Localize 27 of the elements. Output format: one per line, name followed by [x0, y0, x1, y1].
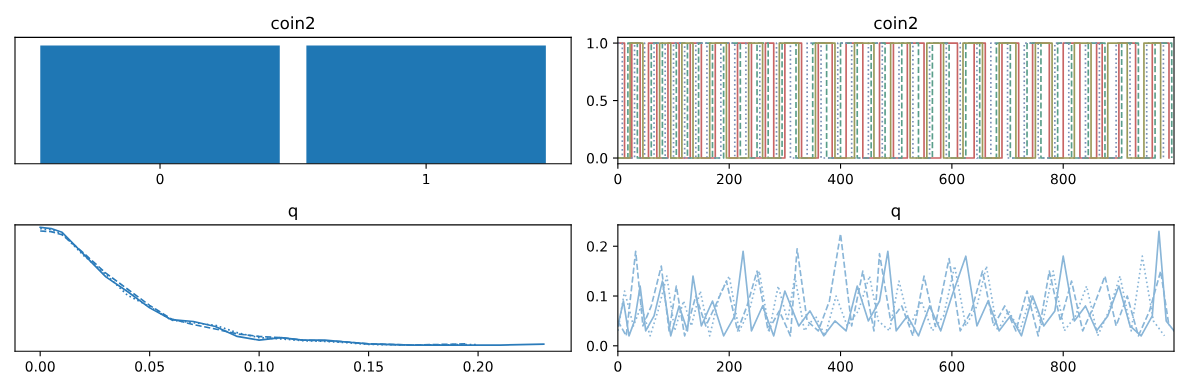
x-tick-label: 0.05	[135, 361, 164, 372]
y-tick-label: 0.0	[586, 153, 608, 164]
x-tick-label: 200	[716, 361, 742, 372]
x-tick-label: 800	[1050, 361, 1076, 372]
y-tick-label: 0.2	[586, 241, 607, 252]
chart-title: coin2	[271, 16, 314, 30]
y-tick-label: 0.1	[586, 290, 607, 302]
y-tick-label: 0.0	[586, 340, 608, 352]
x-tick-label: 600	[939, 361, 965, 372]
x-tick-label: 800	[1050, 173, 1076, 185]
x-tick-label: 0.00	[25, 361, 55, 372]
x-tick-label: 200	[716, 173, 742, 185]
x-tick-label: 0.10	[244, 361, 274, 372]
x-tick-label: 0	[614, 361, 622, 372]
x-tick-label: 600	[939, 173, 965, 185]
x-tick-label: 0.20	[463, 361, 493, 372]
x-tick-label: 400	[827, 173, 853, 185]
x-tick-label: 1	[423, 173, 430, 185]
x-tick-label: 0.15	[354, 361, 383, 372]
chart-title: q	[891, 207, 900, 220]
x-tick-label: 400	[827, 361, 853, 372]
chart-title: q	[288, 207, 297, 220]
y-tick-label: 0.5	[586, 95, 607, 107]
y-tick-label: 1.0	[587, 38, 608, 49]
chart-title: coin2	[874, 16, 917, 30]
x-tick-label: 0	[614, 173, 622, 185]
x-tick-label: 0	[156, 173, 164, 185]
